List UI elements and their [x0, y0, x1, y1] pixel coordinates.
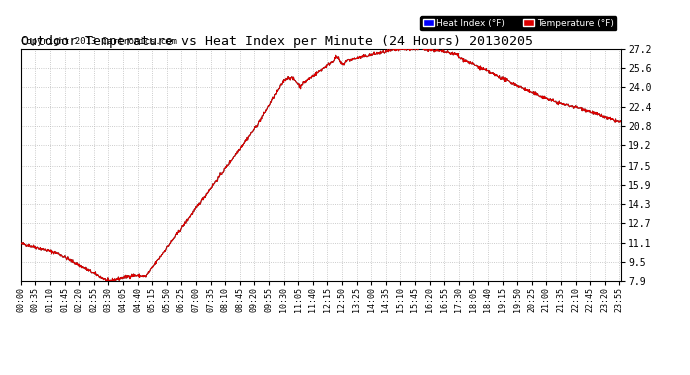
Legend: Heat Index (°F), Temperature (°F): Heat Index (°F), Temperature (°F): [420, 16, 616, 30]
Text: Copyright 2013 Cartronics.com: Copyright 2013 Cartronics.com: [21, 38, 177, 46]
Text: Outdoor Temperature vs Heat Index per Minute (24 Hours) 20130205: Outdoor Temperature vs Heat Index per Mi…: [21, 34, 533, 48]
